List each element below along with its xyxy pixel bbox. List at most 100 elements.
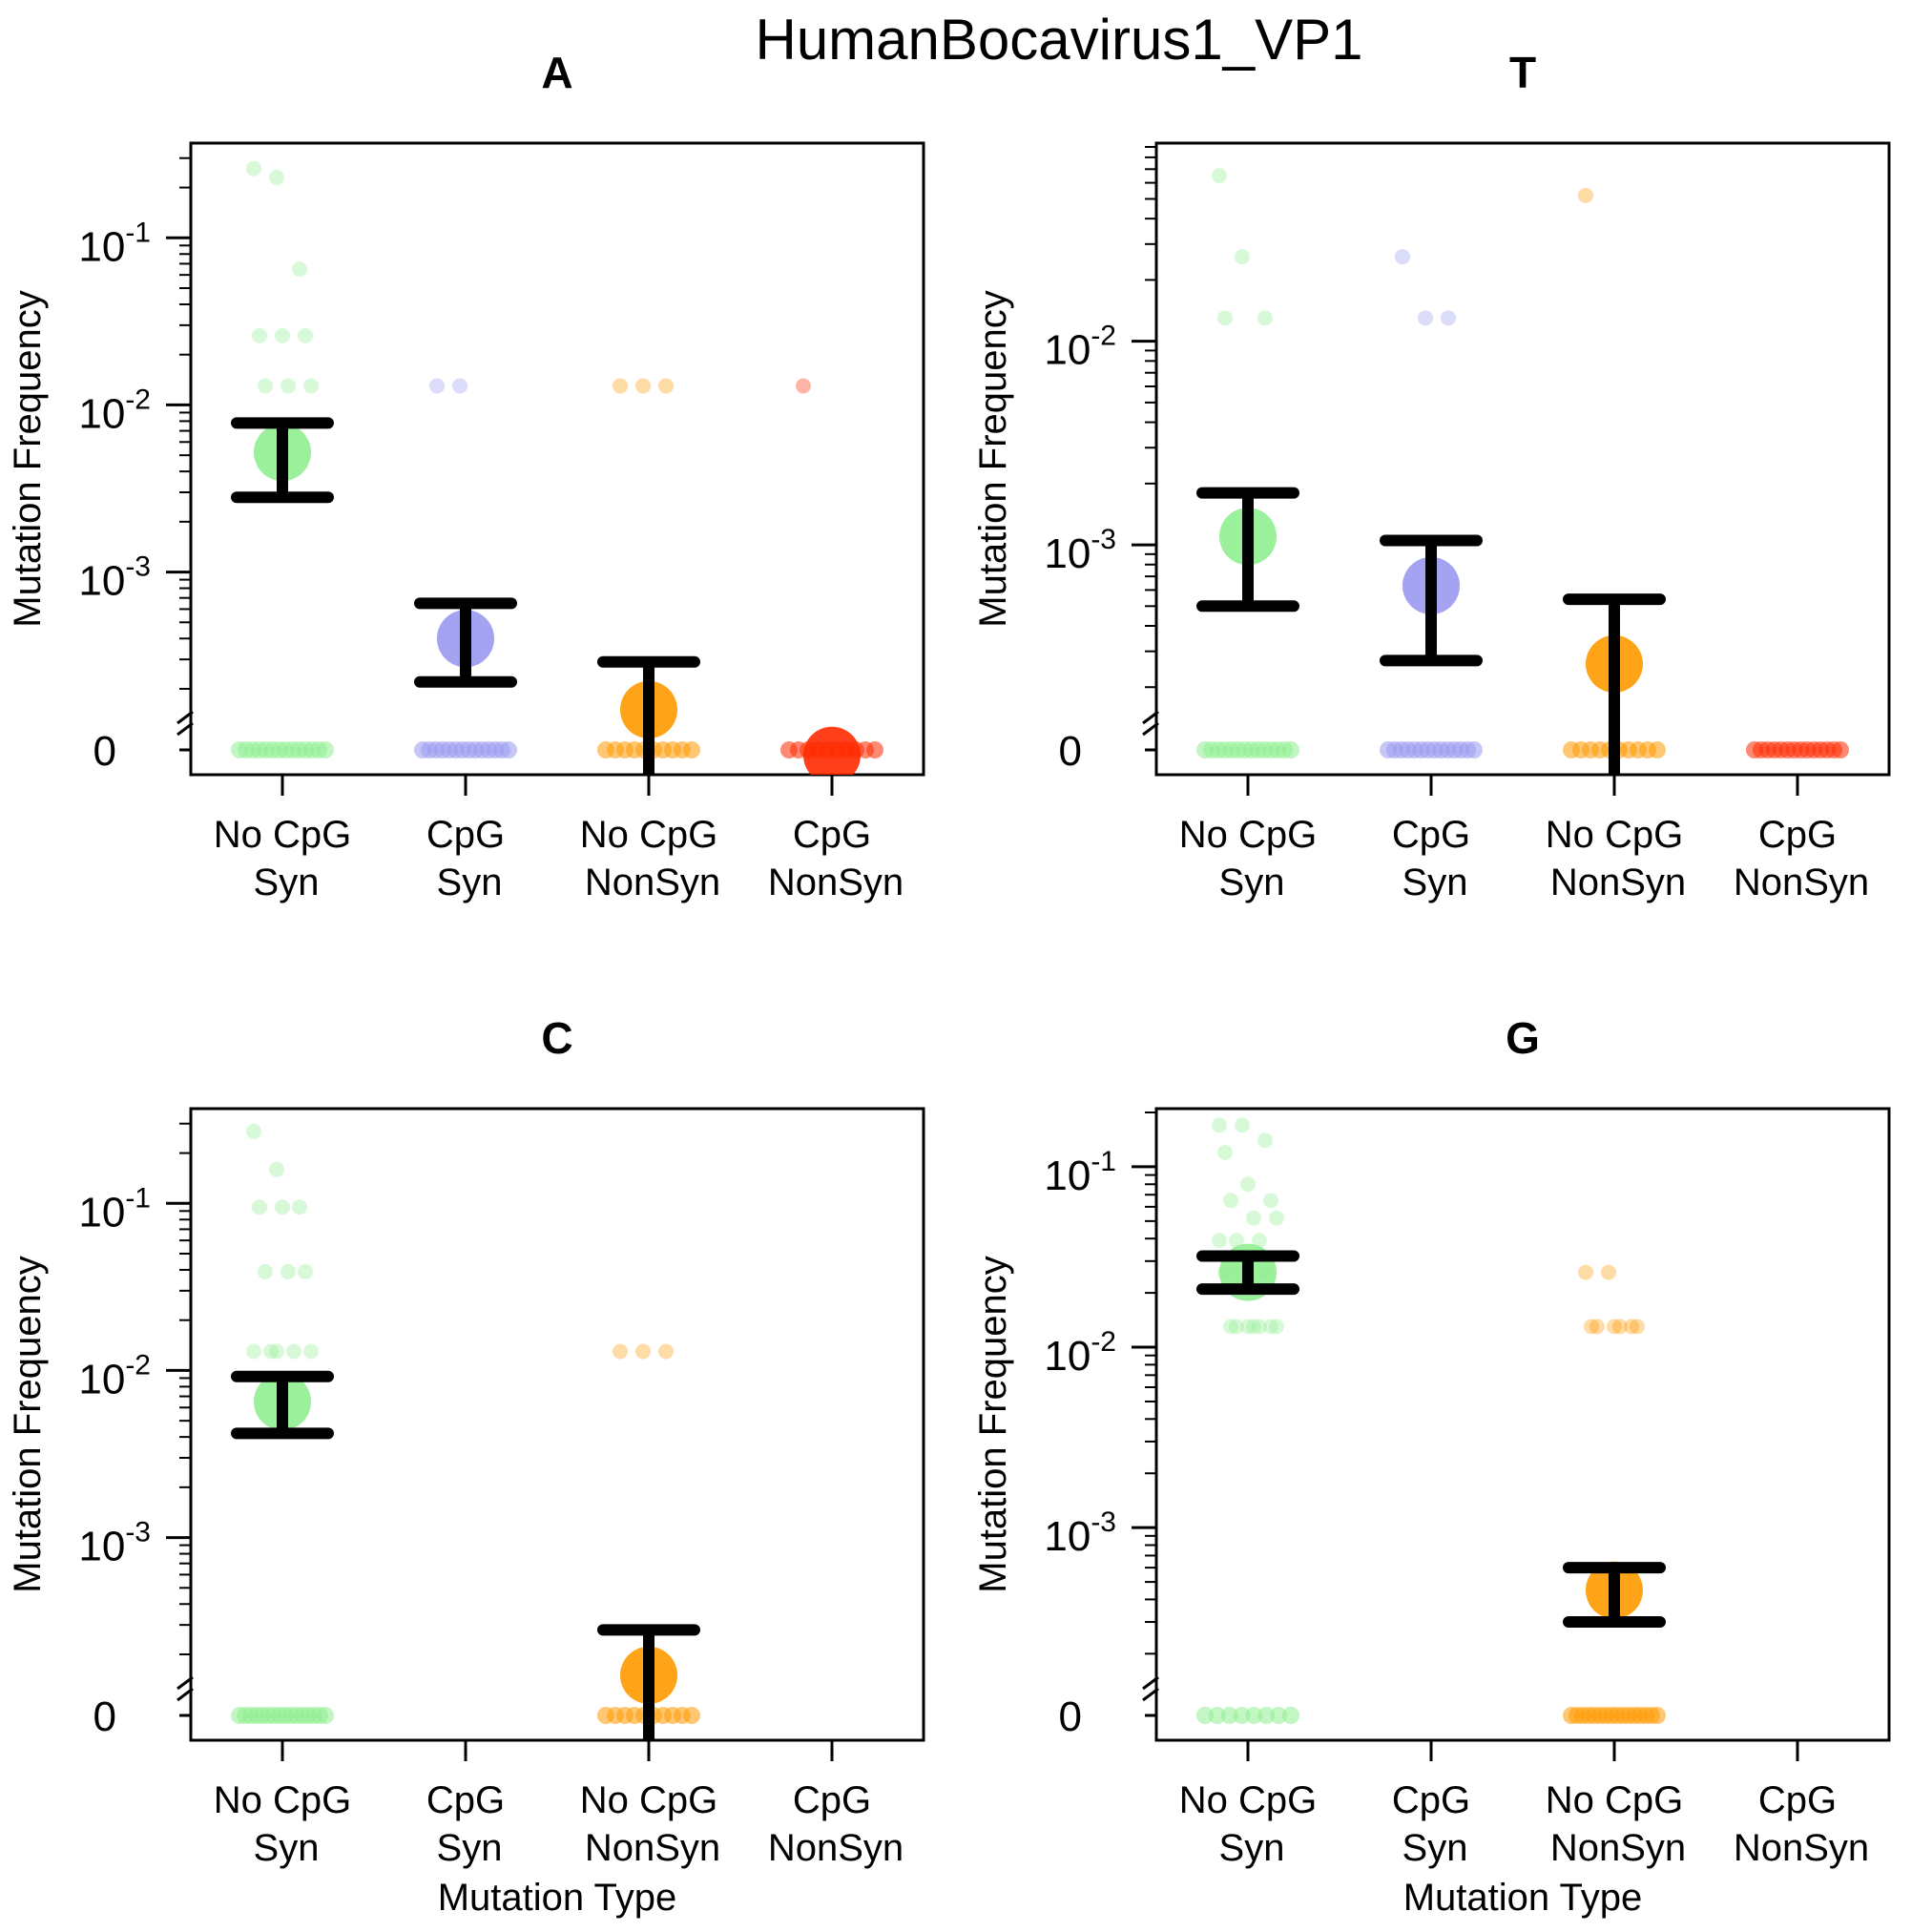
series-2: [1563, 187, 1666, 775]
panel-title: C: [541, 1013, 572, 1063]
data-point: [1212, 1117, 1227, 1133]
x-tick-label: Syn: [1219, 1827, 1285, 1869]
zero-point: [1649, 1707, 1666, 1724]
x-tick-label: No CpG: [214, 814, 352, 856]
x-axis-label: Mutation Type: [1403, 1877, 1643, 1919]
x-tick-label: Syn: [254, 862, 320, 904]
series-1: [1380, 249, 1483, 758]
zero-point: [1233, 1707, 1251, 1724]
panels: A Mutation Frequency 10-1 10-2 10-3 0 No CpG Sy…: [7, 48, 1891, 1919]
data-point: [1240, 1176, 1256, 1193]
y-tick-label: 10-3: [78, 551, 151, 605]
data-point: [1252, 1233, 1267, 1249]
y-tick-label: 10-2: [1044, 1326, 1116, 1380]
data-point: [1578, 1264, 1593, 1280]
y-zero-label: 0: [93, 1693, 116, 1740]
x-tick-label: No CpG: [214, 1779, 352, 1821]
y-axis: 10-1 10-2 10-3 0: [1044, 1111, 1159, 1740]
plot-frame: [189, 141, 925, 777]
axis-break-mark: [1142, 1687, 1159, 1702]
y-tick-label: 10-3: [1044, 524, 1116, 577]
x-tick-label: NonSyn: [768, 862, 904, 904]
plot-frame: [1154, 1107, 1891, 1742]
x-tick-label: NonSyn: [585, 862, 720, 904]
data-point: [292, 261, 307, 278]
data-point: [1630, 1319, 1645, 1335]
data-point: [1269, 1319, 1284, 1335]
data-point: [246, 1343, 261, 1360]
series-0: [1196, 1117, 1299, 1724]
data-point: [796, 378, 811, 394]
data-point: [1235, 1117, 1250, 1133]
series-3: [780, 378, 883, 775]
data-point: [1607, 1319, 1622, 1335]
x-tick-label: NonSyn: [1734, 862, 1869, 904]
zero-point: [1465, 741, 1483, 758]
series-3: [1746, 741, 1849, 758]
x-tick-label: No CpG: [580, 814, 718, 856]
data-point: [292, 1199, 307, 1215]
panel-A: A Mutation Frequency 10-1 10-2 10-3 0 No CpG Sy…: [7, 48, 925, 904]
data-point: [298, 327, 313, 343]
data-point: [1624, 1319, 1639, 1335]
y-tick-label: 10-3: [78, 1517, 151, 1570]
y-zero-label: 0: [1059, 1693, 1082, 1740]
x-tick-label: NonSyn: [768, 1827, 904, 1869]
data-point: [280, 378, 296, 394]
data-point: [635, 1343, 651, 1360]
y-axis-label: Mutation Frequency: [972, 1256, 1014, 1593]
data-point: [298, 1263, 313, 1279]
y-tick-label: 10-1: [1044, 1146, 1116, 1199]
data-point: [1223, 1319, 1238, 1335]
data-point: [263, 1343, 279, 1360]
data-point: [1601, 1264, 1616, 1280]
zero-point: [866, 741, 883, 758]
data-point: [1229, 1233, 1244, 1249]
panel-title: G: [1506, 1013, 1540, 1063]
data-point: [269, 1343, 284, 1360]
axis-break-mark: [177, 1675, 194, 1691]
y-axis: 10-1 10-2 10-3 0: [78, 1122, 194, 1740]
data-point: [1612, 1319, 1628, 1335]
zero-point: [1208, 1707, 1226, 1724]
data-point: [252, 327, 267, 343]
x-tick-label: CpG: [1392, 814, 1470, 856]
x-tick-label: NonSyn: [1734, 1827, 1869, 1869]
data-point: [258, 378, 273, 394]
data-point: [1229, 1319, 1244, 1335]
series-0: [231, 1123, 334, 1724]
data-point: [252, 1199, 267, 1215]
y-zero-label: 0: [93, 728, 116, 775]
x-tick-label: CpG: [1758, 1779, 1837, 1821]
data-point: [1212, 168, 1227, 184]
data-point: [1269, 1210, 1284, 1226]
zero-point: [1832, 741, 1849, 758]
data-point: [303, 1343, 319, 1360]
data-point: [303, 378, 319, 394]
series-0: [1196, 168, 1299, 758]
axis-break-mark: [177, 721, 194, 737]
series-1: [414, 378, 517, 758]
x-tick-label: No CpG: [1546, 814, 1684, 856]
x-tick-label: Syn: [1219, 862, 1285, 904]
data-point: [1217, 310, 1233, 326]
data-point: [1257, 310, 1273, 326]
data-point: [1246, 1210, 1261, 1226]
zero-point: [1270, 1707, 1288, 1724]
zero-point: [317, 1707, 334, 1724]
series-2: [1563, 1264, 1666, 1724]
data-point: [258, 1263, 273, 1279]
y-axis: 10-2 10-3 0: [1044, 146, 1159, 775]
data-point: [635, 378, 651, 394]
axis-break-mark: [1142, 710, 1159, 725]
panel-title: T: [1509, 48, 1536, 97]
x-tick-label: CpG: [1392, 1779, 1470, 1821]
data-point: [613, 1343, 628, 1360]
x-tick-label: CpG: [1758, 814, 1837, 856]
data-point: [1246, 1319, 1261, 1335]
x-tick-label: Syn: [254, 1827, 320, 1869]
data-point: [1589, 1319, 1605, 1335]
x-tick-label: Syn: [437, 1827, 503, 1869]
y-tick-label: 10-2: [78, 1349, 151, 1402]
